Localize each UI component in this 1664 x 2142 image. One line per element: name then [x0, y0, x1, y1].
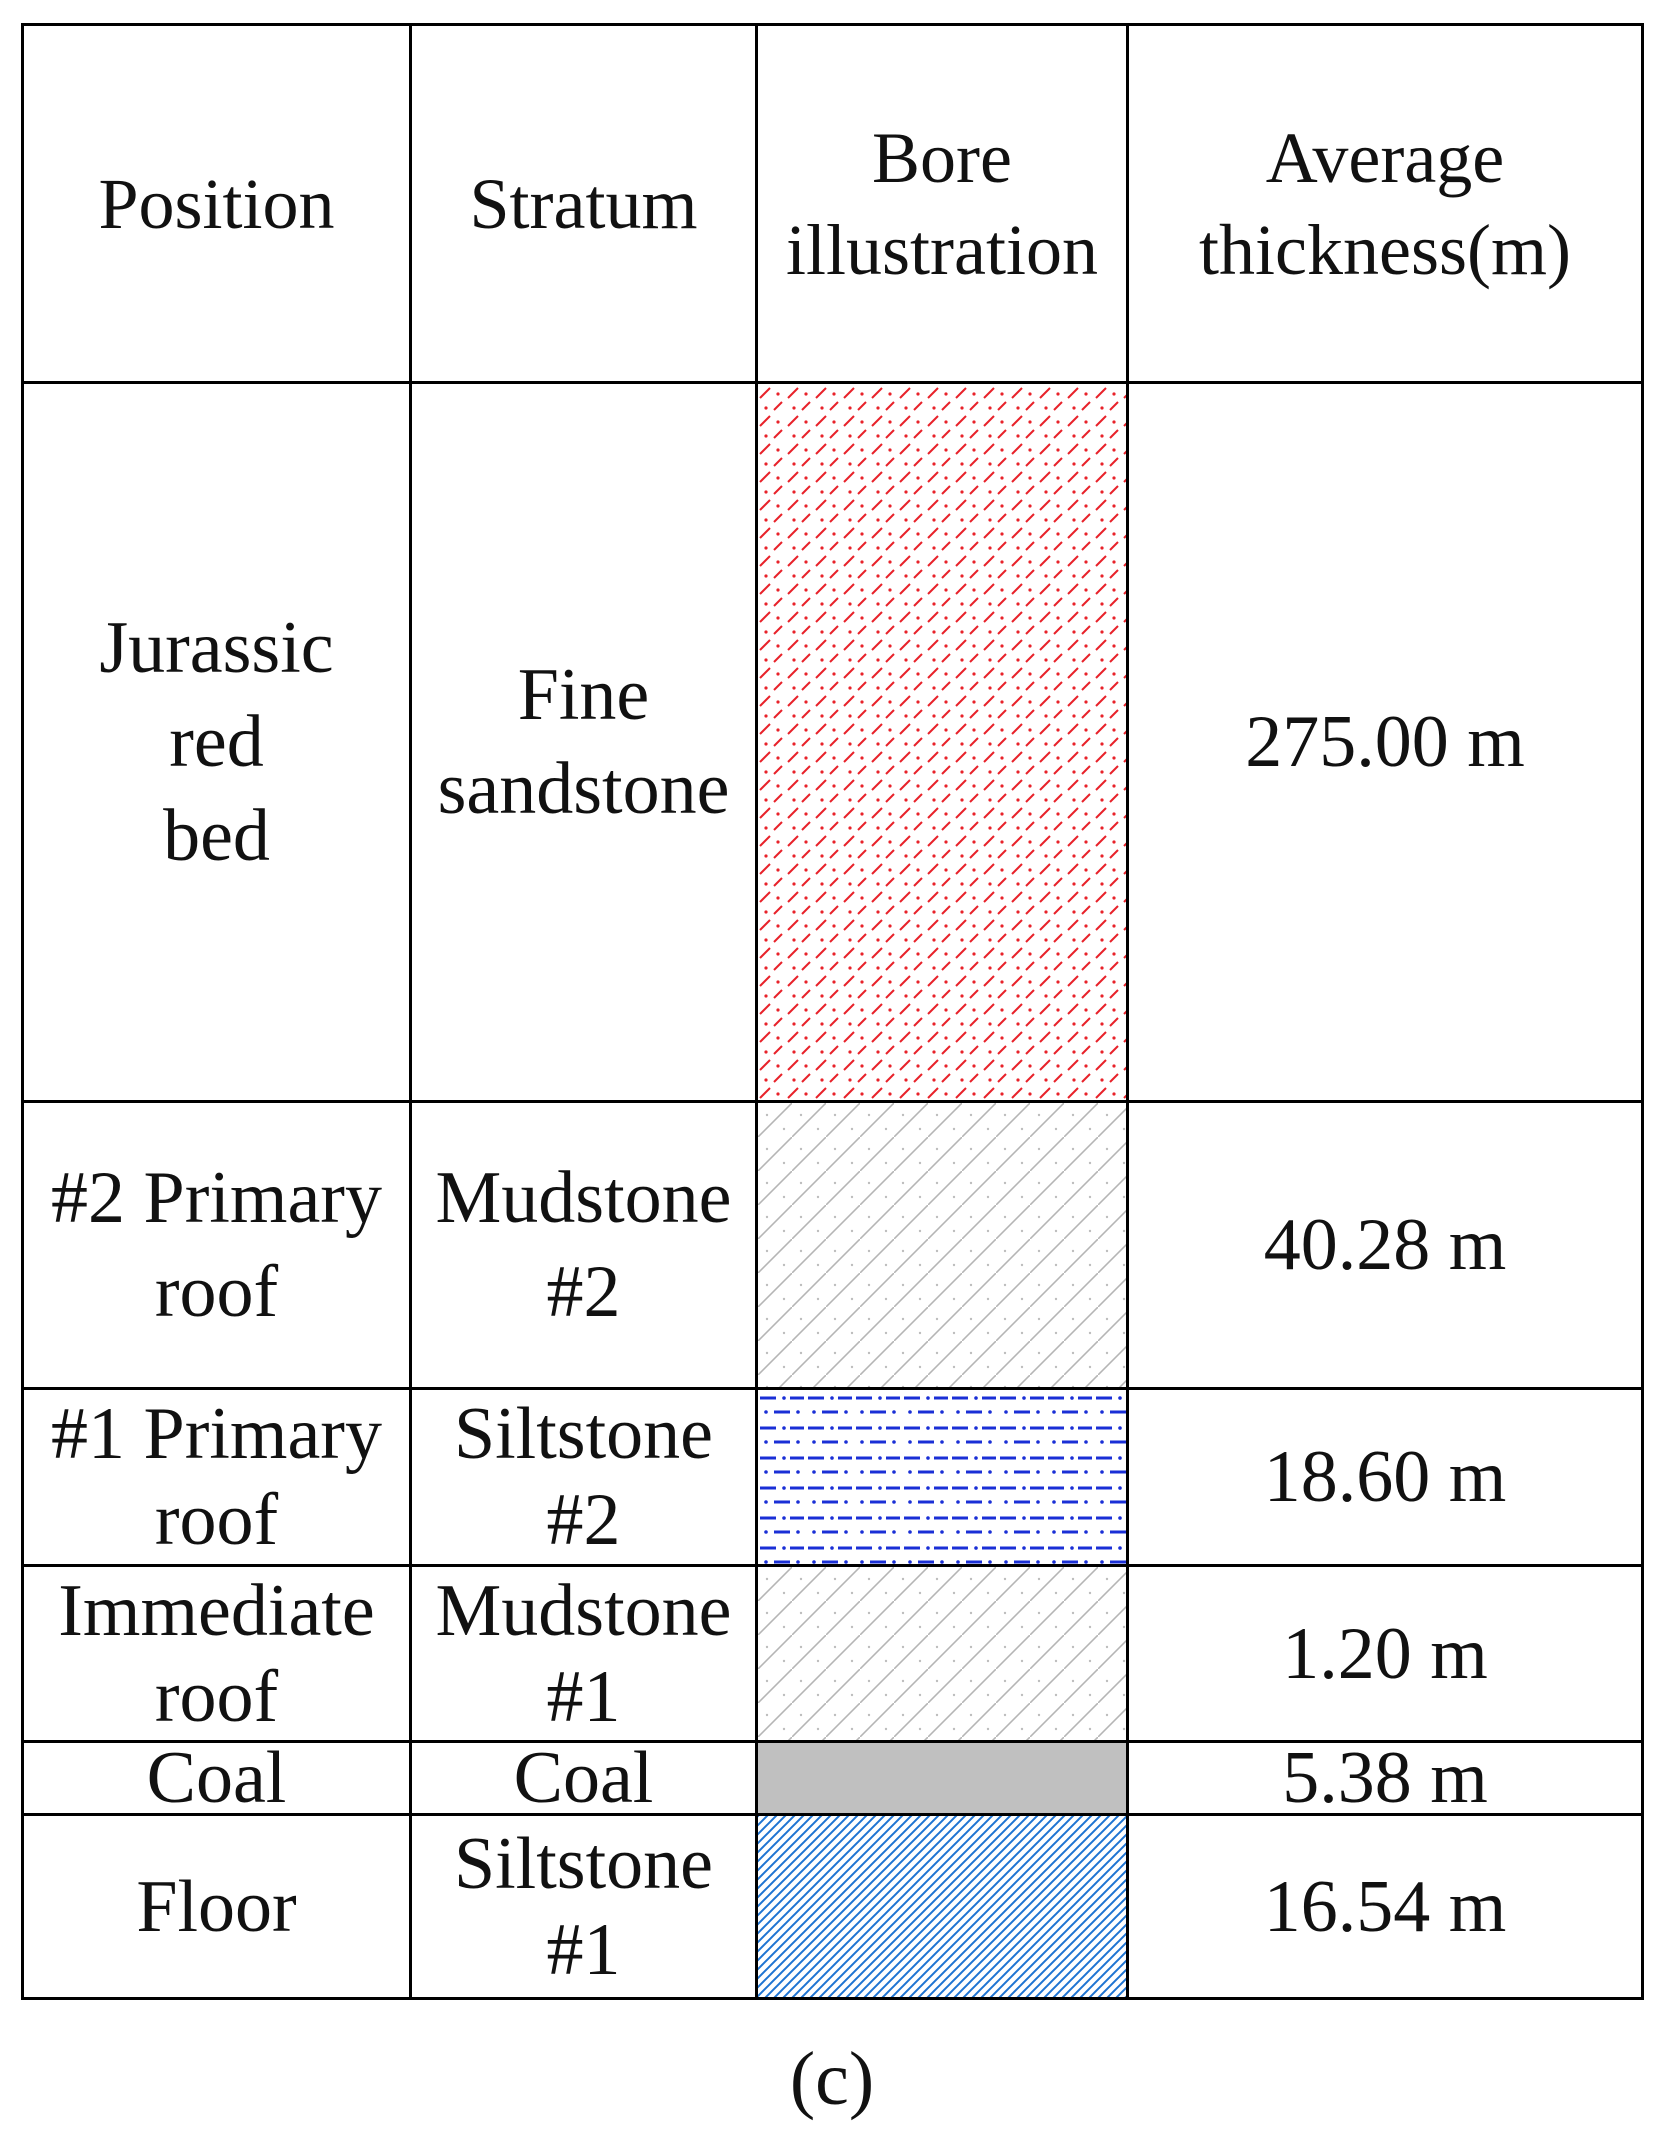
position-cell: #1 Primary roof [21, 1387, 412, 1567]
table-row: Immediate roof Mudstone #1 1.20 m [21, 1564, 1644, 1743]
thickness-cell: 1.20 m [1126, 1564, 1644, 1743]
table-row: #2 Primary roof Mudstone #2 40.28 m [21, 1100, 1644, 1390]
siltstone-dash-pattern [759, 1391, 1125, 1563]
position-cell: #2 Primary roof [21, 1100, 412, 1390]
thickness-cell: 16.54 m [1126, 1813, 1644, 2000]
bore-pattern-floor-siltstone [755, 1813, 1129, 2000]
bore-pattern-fine-sandstone [755, 381, 1129, 1103]
stratum-cell: Mudstone #2 [409, 1100, 758, 1390]
position-cell: Jurassic red bed [21, 381, 412, 1103]
bore-pattern-coal [755, 1740, 1129, 1816]
bore-pattern-mudstone [755, 1564, 1129, 1743]
header-bore-illustration: Bore illustration [755, 23, 1129, 384]
stratum-cell: Fine sandstone [409, 381, 758, 1103]
bore-pattern-siltstone [755, 1387, 1129, 1567]
mudstone-pattern [759, 1568, 1125, 1739]
thickness-cell: 5.38 m [1126, 1740, 1644, 1816]
figure-label: (c) [789, 2037, 875, 2121]
header-row: Position Stratum Bore illustration Avera… [21, 23, 1644, 384]
table-row: Floor Siltstone #1 16.54 m [21, 1813, 1644, 2000]
header-position: Position [21, 23, 412, 384]
table-row: Jurassic red bed Fine sandstone 275.00 m [21, 381, 1644, 1103]
header-average-thickness: Average thickness(m) [1126, 23, 1644, 384]
table-row: Coal Coal 5.38 m [21, 1740, 1644, 1816]
header-stratum: Stratum [409, 23, 758, 384]
bore-pattern-mudstone [755, 1100, 1129, 1390]
stratum-cell: Siltstone #2 [409, 1387, 758, 1567]
fine-sandstone-pattern [759, 385, 1125, 1099]
position-cell: Coal [21, 1740, 412, 1816]
position-cell: Floor [21, 1813, 412, 2000]
floor-hatch-pattern [759, 1817, 1125, 1996]
strata-table: Position Stratum Bore illustration Avera… [21, 23, 1644, 2000]
table-row: #1 Primary roof Siltstone #2 18.60 m [21, 1387, 1644, 1567]
stratum-cell: Coal [409, 1740, 758, 1816]
thickness-cell: 40.28 m [1126, 1100, 1644, 1390]
thickness-cell: 18.60 m [1126, 1387, 1644, 1567]
mudstone-pattern [759, 1104, 1125, 1386]
thickness-cell: 275.00 m [1126, 381, 1644, 1103]
position-cell: Immediate roof [21, 1564, 412, 1743]
stratum-cell: Mudstone #1 [409, 1564, 758, 1743]
stratum-cell: Siltstone #1 [409, 1813, 758, 2000]
